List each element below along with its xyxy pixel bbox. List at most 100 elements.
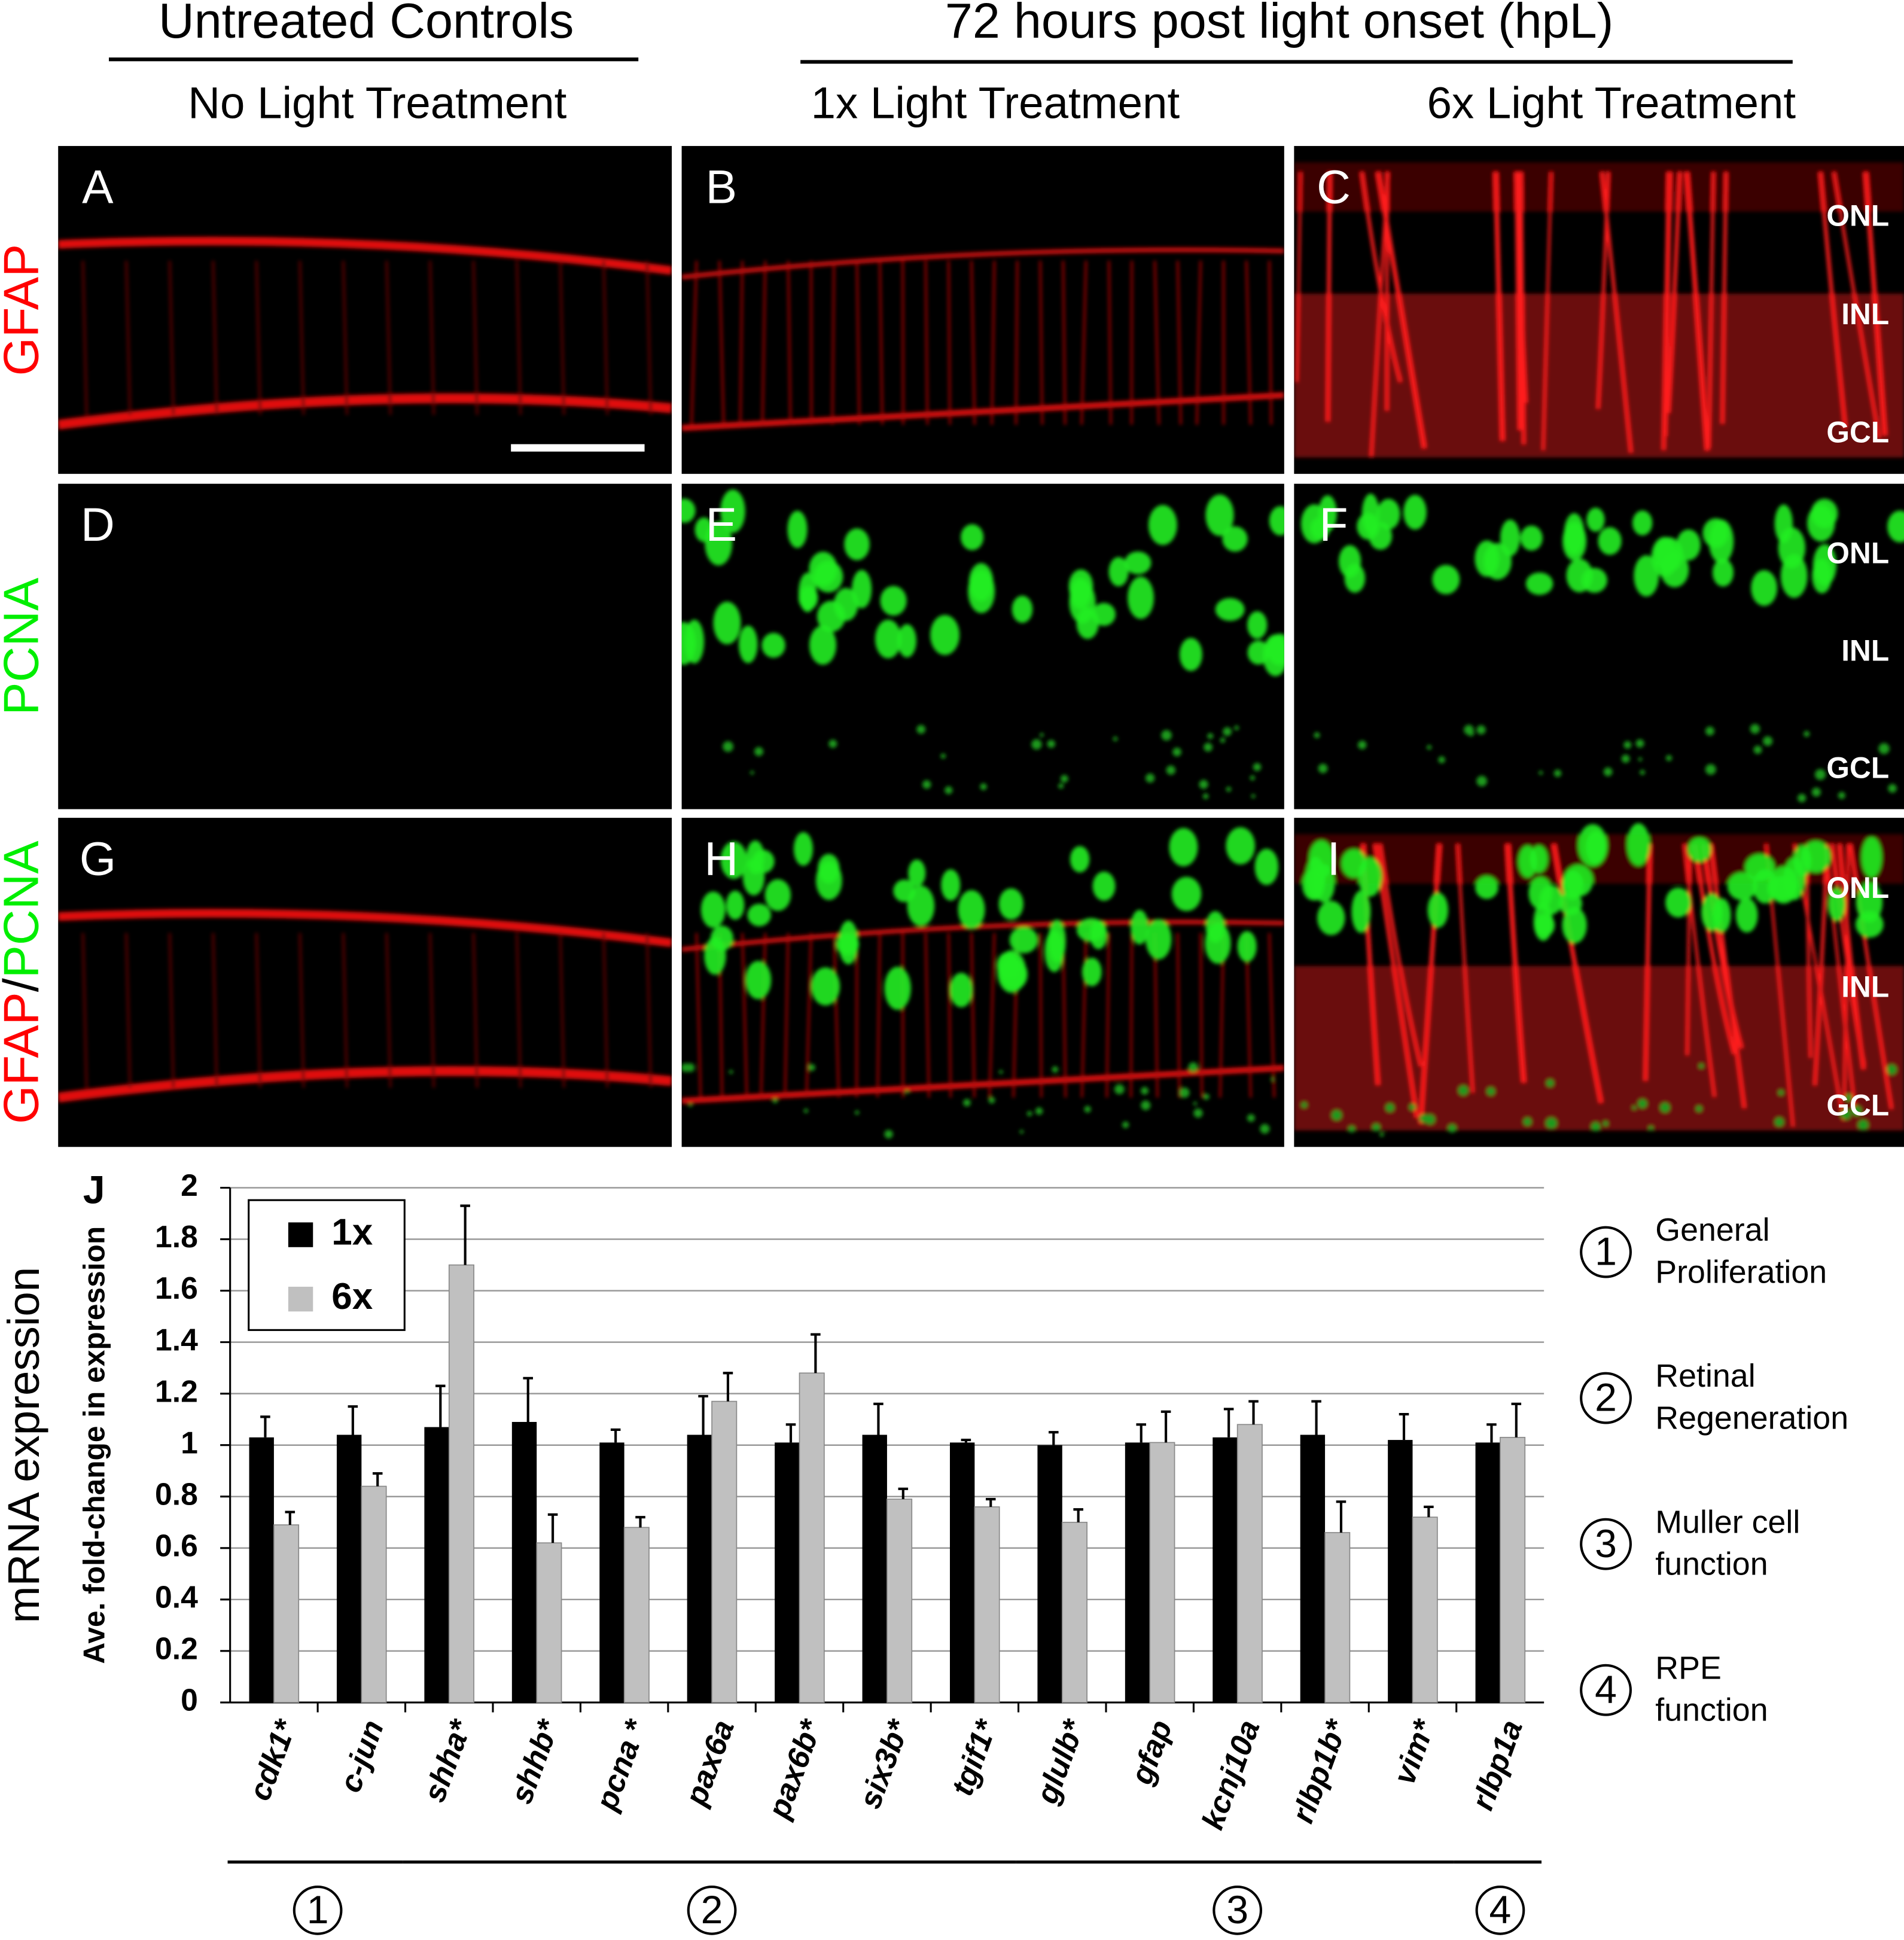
pcna-cell [1269,506,1284,536]
legend-label: 1x [331,1211,373,1253]
pcna-cell [961,524,984,550]
pcna-cell [1812,558,1832,593]
error-bar [260,1415,270,1438]
pcna-speck [1638,1099,1647,1108]
micrograph-content [58,236,672,430]
pcna-speck [723,741,734,752]
pcna-speck [1084,1105,1091,1113]
layer-label: GCL [1826,751,1889,784]
pcna-speck [1188,1062,1198,1073]
micrograph-content [1294,823,1904,1137]
x-tick-label: glulb* [1029,1714,1092,1808]
pcna-speck [1318,763,1328,773]
gfap-fiber [1830,843,1866,1066]
pcna-speck [1223,727,1232,736]
error-bar [1424,1505,1434,1518]
gfap-band [681,1065,1284,1104]
bar [1213,1437,1238,1703]
bar [949,1442,975,1703]
pcna-speck [1845,1094,1853,1101]
pcna-cell [1205,494,1234,536]
pcna-speck [1623,741,1632,749]
pcna-speck [1060,775,1068,783]
pcna-cell [968,563,994,602]
pcna-cell [1124,551,1151,575]
pcna-speck [1640,769,1645,775]
pcna-speck [1202,793,1209,799]
error-bar [698,1394,708,1435]
pcna-speck [1888,784,1897,793]
pcna-speck [1122,1121,1129,1128]
pcna-cell [1558,891,1582,915]
layer-label: ONL [1826,199,1889,233]
layer-label: INL [1841,634,1889,668]
gfap-fiber [1177,260,1182,425]
pcna-cell [1778,527,1806,568]
gfap-fiber [602,933,609,1088]
pcna-speck [1878,743,1890,754]
key-circle [1580,1372,1632,1424]
pcna-cell [1727,872,1757,900]
row-label-part: GFAP [0,244,48,376]
layer-label: GCL [1826,415,1889,449]
legend-label: 6x [331,1276,373,1317]
gfap-fiber [831,260,835,425]
pcna-cell [700,891,726,928]
bar [623,1527,650,1703]
pcna-speck [1858,1119,1869,1131]
row-label-part: PCNA [0,840,48,979]
pcna-cell [1357,513,1380,540]
micrograph-bg [58,483,672,809]
pcna-speck [1385,1103,1394,1112]
pcna-speck [1705,764,1716,775]
pcna-speck [828,739,837,748]
pcna-speck [1603,767,1613,776]
error-bar [1336,1500,1346,1533]
row-label: GFAP/PCNA [0,840,48,1124]
bar [1388,1440,1413,1703]
pcna-cell [1179,638,1202,671]
pcna-cell [1598,527,1622,555]
gfap-fiber [472,933,479,1088]
pcna-speck [1486,1087,1495,1095]
pcna-cell [1751,570,1777,606]
pcna-speck [1234,725,1239,730]
pcna-speck [940,753,946,759]
pcna-cell [1862,836,1882,878]
pcna-cell [713,601,741,645]
pcna-cell [720,489,745,533]
pcna-cell [958,890,985,930]
pcna-cell [1712,558,1734,587]
error-bar [723,1372,733,1402]
layer-label: GCL [1826,1088,1889,1122]
pcna-speck [922,780,931,789]
pcna-cell [1827,887,1845,921]
pcna-cell [1475,876,1498,899]
pcna-cell [930,614,960,655]
micrograph-content [681,247,1284,431]
gfap-band [681,392,1284,431]
bar [336,1435,362,1703]
pcna-cell [798,586,818,610]
gfap-fiber [1062,933,1067,1098]
gfap-fiber [385,933,392,1088]
pcna-speck [686,1063,695,1072]
pcna-speck [1699,1064,1704,1068]
micrograph: G [58,818,672,1147]
pcna-cell [747,903,771,927]
group-circle [687,1885,737,1935]
x-tick-label: rlbp1a [1464,1716,1529,1815]
key-description: Muller cell [1655,1504,1800,1540]
gfap-fiber [948,260,951,425]
micrograph: E [681,483,1284,809]
pcna-cell [1660,552,1689,587]
gfap-band [681,247,1284,280]
gfap-fiber [1015,260,1019,425]
pcna-cell [1427,892,1448,928]
pcna-cell [897,624,916,657]
gfap-fiber [1683,843,1716,1097]
pcna-cell [1092,871,1116,901]
y-tick-label: 0.2 [155,1631,198,1666]
pcna-speck [1204,742,1213,752]
pcna-speck [1523,1117,1532,1126]
